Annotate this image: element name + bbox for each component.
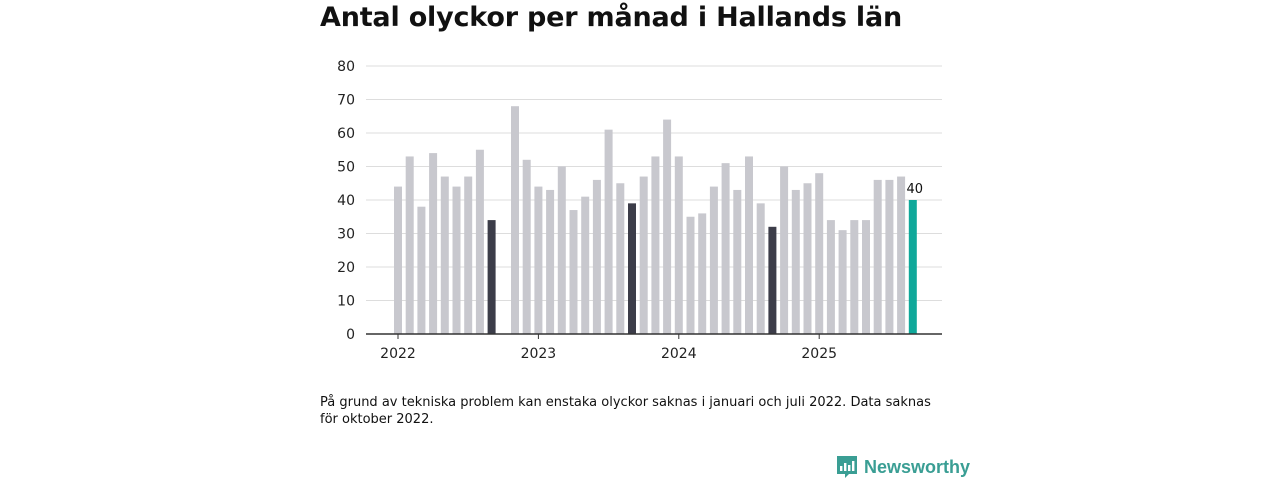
bar-2022-06 [452, 186, 461, 334]
bar-2022-09 [487, 220, 496, 334]
bar-2025-01 [815, 173, 824, 334]
bar-2023-12 [663, 119, 672, 334]
bar-2022-07 [464, 176, 473, 334]
bar-2025-05 [862, 220, 870, 334]
bar-2023-10 [639, 176, 648, 334]
bars [394, 106, 917, 334]
bar-2022-11 [511, 106, 519, 334]
bar-2023-04 [569, 210, 578, 334]
bar-2024-12 [803, 183, 812, 334]
x-axis-ticks: 2022 2023 2024 2025 [380, 334, 837, 362]
bar-2023-03 [557, 166, 566, 334]
bar-2024-09 [768, 226, 777, 334]
y-tick-label: 60 [337, 126, 355, 142]
bar-2024-06 [733, 189, 742, 334]
bar-2024-11 [791, 189, 800, 334]
bar-2024-03 [698, 213, 707, 334]
bar-2024-08 [756, 203, 765, 334]
bar-2023-08 [616, 183, 625, 334]
bar-2024-10 [780, 166, 789, 334]
brand-name: Newsworthy [864, 456, 971, 477]
bar-2023-06 [592, 179, 601, 334]
bar-2022-08 [475, 149, 484, 334]
bar-2022-04 [429, 153, 438, 334]
bar-2022-12 [522, 159, 531, 334]
y-tick-label: 40 [337, 193, 355, 209]
bar-2025-04 [850, 220, 859, 334]
latest-value-label: 40 [907, 182, 924, 197]
x-tick-label: 2025 [801, 346, 837, 362]
bar-2024-05 [721, 163, 730, 334]
bar-2024-04 [709, 186, 718, 334]
newsworthy-chart-icon [837, 456, 857, 478]
y-tick-label: 0 [346, 327, 355, 343]
y-tick-label: 80 [337, 59, 355, 75]
bar-2023-09 [628, 203, 636, 334]
bar-2022-05 [440, 176, 449, 334]
bar-2022-01 [394, 186, 402, 334]
y-tick-label: 30 [337, 227, 355, 243]
footnote: På grund av tekniska problem kan enstaka… [320, 395, 931, 427]
bar-chart: 0 10 20 30 40 50 60 70 80 2022 2023 2024 2025 40 [337, 59, 942, 362]
bar-2025-07 [885, 179, 894, 334]
y-tick-label: 50 [337, 160, 355, 176]
bar-2023-05 [581, 196, 590, 334]
bar-2023-01 [534, 186, 543, 334]
bar-2023-02 [546, 189, 555, 334]
bar-2025-02 [826, 220, 835, 334]
bar-2024-02 [686, 216, 695, 334]
y-axis-ticks: 0 10 20 30 40 50 60 70 80 [337, 59, 355, 343]
x-tick-label: 2023 [521, 346, 557, 362]
bar-2024-07 [745, 156, 753, 334]
bar-2024-01 [674, 156, 683, 334]
bar-2025-08 [897, 176, 906, 334]
y-tick-label: 20 [337, 260, 355, 276]
y-tick-label: 10 [337, 294, 355, 310]
bar-2022-02 [405, 156, 414, 334]
bar-2025-09 [908, 200, 917, 334]
brand-logo[interactable]: Newsworthy [836, 455, 970, 479]
bar-2025-03 [838, 230, 847, 334]
data-labels: 40 [907, 182, 924, 197]
bar-2023-11 [651, 156, 660, 334]
bar-2023-07 [604, 129, 613, 334]
bar-2025-06 [873, 179, 882, 334]
y-tick-label: 70 [337, 93, 355, 109]
chart-title: Antal olyckor per månad i Hallands län [320, 2, 902, 33]
bar-2022-03 [417, 206, 426, 334]
x-tick-label: 2022 [380, 346, 416, 362]
x-tick-label: 2024 [661, 346, 697, 362]
